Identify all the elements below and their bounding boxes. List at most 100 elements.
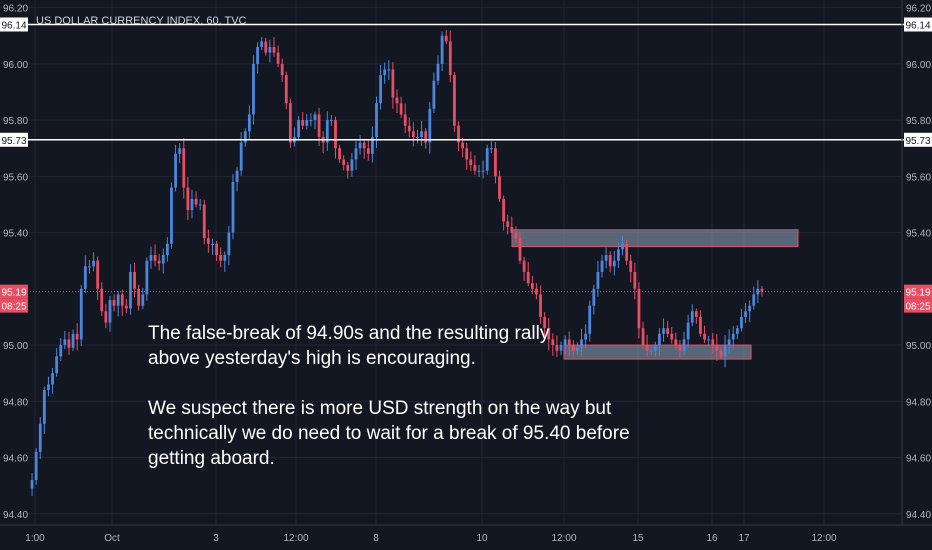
candle-body xyxy=(129,271,132,309)
candle-body xyxy=(165,243,169,256)
candle-body xyxy=(571,345,575,351)
time-tick[interactable]: 10 xyxy=(476,533,488,544)
candle-body xyxy=(735,328,739,334)
price-tick-right[interactable]: 94.80 xyxy=(906,397,931,408)
candle-body xyxy=(461,142,465,149)
candle-body xyxy=(198,204,202,206)
candle-body xyxy=(723,345,727,357)
countdown-label: 08:25 xyxy=(1,302,26,313)
price-tick-right[interactable]: 95.60 xyxy=(906,172,931,183)
candle-body xyxy=(30,480,34,489)
price-tick-left: 96.00 xyxy=(3,60,28,71)
candle-body xyxy=(559,345,563,351)
candle-body xyxy=(358,142,362,149)
time-tick[interactable]: 12:00 xyxy=(551,533,576,544)
candle-body xyxy=(202,204,206,239)
annotation-line: We suspect there is more USD strength on… xyxy=(148,398,612,419)
candle-body xyxy=(309,120,313,122)
candle-body xyxy=(157,260,161,264)
candle-body xyxy=(276,52,280,64)
time-tick[interactable]: 15 xyxy=(632,533,644,544)
candle-body xyxy=(502,198,506,222)
candle-body xyxy=(608,255,612,267)
time-tick[interactable]: 3 xyxy=(213,533,219,544)
candle-body xyxy=(243,131,247,143)
candle-body xyxy=(682,339,686,351)
zone-rect xyxy=(511,229,799,248)
annotation-line: getting aboard. xyxy=(148,448,275,469)
time-tick[interactable]: 12:00 xyxy=(811,533,836,544)
candle-body xyxy=(264,41,268,53)
candle-body xyxy=(112,300,116,306)
price-axis[interactable]: 96.20 96.20 96.00 96.00 95.80 95.80 95.60 95.60… xyxy=(3,4,931,521)
candle-body xyxy=(63,339,67,346)
candle-body xyxy=(432,80,436,109)
candle-body xyxy=(268,46,272,53)
candle-body xyxy=(124,305,128,309)
candle-body xyxy=(731,333,735,340)
price-tick-right[interactable]: 95.00 xyxy=(906,341,931,352)
candle-body xyxy=(645,345,649,351)
candle-body xyxy=(383,69,387,76)
candle-body xyxy=(403,114,407,126)
candle-body xyxy=(362,142,366,149)
candle-body xyxy=(137,288,141,306)
candle-body xyxy=(174,153,177,188)
candle-body xyxy=(436,63,440,81)
price-tick-right[interactable]: 96.00 xyxy=(906,60,931,71)
time-axis[interactable]: 1:00 Oct 3 12:00 8 10 12:00 15 16 17 12:00 xyxy=(25,533,837,544)
candle-body xyxy=(690,311,694,323)
candle-body xyxy=(194,198,198,205)
candle-body xyxy=(272,46,276,53)
price-tick-left: 94.40 xyxy=(3,510,28,521)
candle-body xyxy=(477,170,481,172)
candle-body xyxy=(334,120,337,149)
price-tick-right[interactable]: 94.40 xyxy=(906,510,931,521)
time-tick[interactable]: 12:00 xyxy=(283,533,308,544)
candle-body xyxy=(338,148,341,160)
candle-body xyxy=(658,333,661,346)
candle-body xyxy=(641,328,645,346)
time-tick[interactable]: 8 xyxy=(373,533,379,544)
candle-body xyxy=(744,311,747,317)
candles xyxy=(30,30,764,496)
candle-body xyxy=(580,339,583,348)
candle-body xyxy=(674,339,678,346)
candle-body xyxy=(535,288,538,295)
candle-body xyxy=(481,170,485,172)
horizontal-lines[interactable] xyxy=(0,23,932,293)
candle-body xyxy=(518,238,522,261)
price-tick-right[interactable]: 95.80 xyxy=(906,116,931,127)
time-tick[interactable]: 1:00 xyxy=(25,533,45,544)
level-tag-right: 96.14 xyxy=(904,17,932,32)
candle-body xyxy=(104,311,108,323)
candle-body xyxy=(325,120,329,143)
candle-body xyxy=(428,108,432,143)
candle-body xyxy=(448,41,452,76)
candle-body xyxy=(588,305,592,334)
candle-body xyxy=(649,350,653,352)
candle-body xyxy=(440,35,444,64)
candle-body xyxy=(678,345,682,351)
price-tick-right[interactable]: 96.20 xyxy=(906,4,931,15)
candle-body xyxy=(252,63,255,115)
candle-body xyxy=(38,423,42,452)
time-tick[interactable]: 17 xyxy=(738,533,750,544)
candle-body xyxy=(96,260,100,289)
time-tick[interactable]: 16 xyxy=(706,533,718,544)
price-tick-left: 95.80 xyxy=(3,116,28,127)
candle-body xyxy=(469,159,473,166)
candle-body xyxy=(391,69,395,98)
candle-body xyxy=(457,125,460,143)
candle-body xyxy=(379,75,382,104)
price-tick-right[interactable]: 94.60 xyxy=(906,454,931,465)
price-tick-left: 95.00 xyxy=(3,341,28,352)
candle-body xyxy=(711,339,715,346)
price-tick-right[interactable]: 95.40 xyxy=(906,229,931,240)
candle-body xyxy=(526,271,530,284)
candle-body xyxy=(686,322,690,340)
time-tick[interactable]: Oct xyxy=(104,533,120,544)
candle-body xyxy=(280,63,284,76)
candle-body xyxy=(235,170,239,182)
